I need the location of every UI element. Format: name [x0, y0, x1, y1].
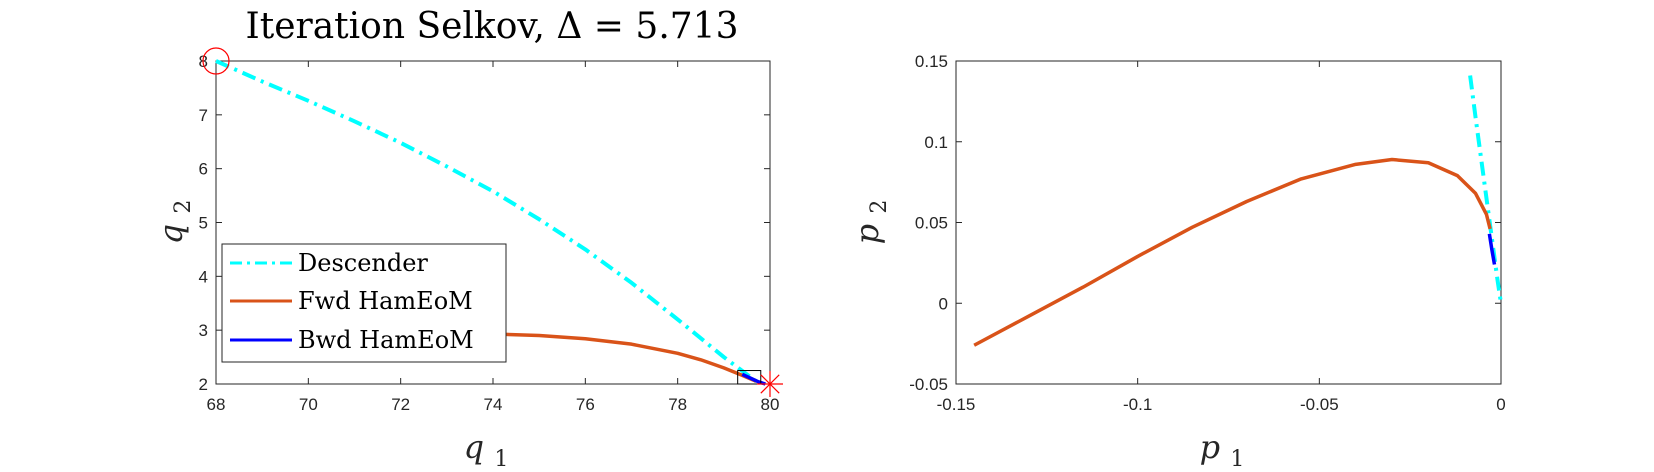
legend-label-bwd: Bwd HamEoM: [298, 326, 474, 354]
x-tick-label: 76: [576, 395, 595, 414]
right-x-ticks: -0.15 -0.1 -0.05 0: [937, 61, 1506, 414]
series-line-descender: [1468, 75, 1503, 304]
start-circle-marker: [202, 47, 230, 75]
right-y-ticks: -0.05 0 0.05 0.1 0.15: [909, 52, 1501, 394]
series-line-fwd-hameom: [973, 157, 1492, 347]
y-tick-label: 2: [199, 375, 208, 394]
right-plot-area: [955, 60, 1502, 385]
x-tick-label: 0: [1496, 395, 1505, 414]
y-tick-label: 0.1: [924, 133, 948, 152]
x-tick-label: 72: [391, 395, 410, 414]
y-tick-label: 5: [199, 214, 208, 233]
y-tick-label: 0.05: [915, 214, 948, 233]
series-line-bwd-hameom: [741, 372, 766, 386]
left-subplot: Iteration Selkov, Δ = 5.713 68 70 72 74 76 78…: [152, 6, 783, 472]
legend-box: [221, 243, 507, 363]
left-x-axis-label-text: q: [464, 428, 484, 466]
right-x-axis-label: p 1: [1200, 428, 1245, 472]
x-tick-label: 80: [761, 395, 780, 414]
y-tick-label: 0: [939, 294, 948, 313]
axis-label-subscript: 1: [1230, 447, 1244, 472]
left-y-axis-label: q 2: [152, 200, 196, 245]
right-y-axis-label: p 2: [848, 200, 892, 245]
x-tick-label: -0.1: [1123, 395, 1152, 414]
right-x-axis-label-text: p: [1200, 428, 1220, 466]
left-x-axis-label: q 1: [464, 428, 509, 472]
asterisk-stroke: [760, 374, 780, 394]
series-line-bwd-hameom: [1487, 233, 1497, 265]
zoom-box: [737, 370, 762, 385]
y-tick-label: 4: [199, 267, 208, 286]
x-tick-label: 74: [484, 395, 503, 414]
end-asterisk-marker: [757, 371, 783, 397]
right-series: [973, 75, 1503, 347]
axis-label-subscript: 2: [867, 200, 892, 214]
right-y-axis-label-text: p: [848, 224, 886, 244]
series-line-descender: [215, 59, 758, 383]
x-tick-label: 78: [668, 395, 687, 414]
y-tick-label: -0.05: [909, 375, 948, 394]
y-tick-label: 7: [199, 106, 208, 125]
y-tick-label: 6: [199, 160, 208, 179]
left-series: [215, 59, 766, 386]
left-markers: [202, 47, 783, 397]
left-y-axis-label-text: q: [152, 224, 190, 244]
axis-label-subscript: 1: [494, 447, 508, 472]
legend: Descender Fwd HamEoM Bwd HamEoM: [221, 243, 507, 363]
right-subplot: -0.15 -0.1 -0.05 0 -0.05 0 0.05 0.1 0.15 p 1 p …: [848, 52, 1506, 472]
y-tick-label: 0.15: [915, 52, 948, 71]
x-tick-label: 70: [299, 395, 318, 414]
series-line-fwd-hameom: [460, 331, 757, 383]
left-chart-title: Iteration Selkov, Δ = 5.713: [246, 6, 739, 47]
left-x-ticks: 68 70 72 74 76 78 80: [207, 61, 780, 414]
axis-label-subscript: 2: [171, 200, 196, 214]
x-tick-label: -0.05: [1300, 395, 1339, 414]
x-tick-label: -0.15: [937, 395, 976, 414]
x-tick-label: 68: [207, 395, 226, 414]
legend-label-fwd: Fwd HamEoM: [298, 287, 473, 315]
y-tick-label: 3: [199, 321, 208, 340]
legend-label-descender: Descender: [298, 249, 428, 277]
